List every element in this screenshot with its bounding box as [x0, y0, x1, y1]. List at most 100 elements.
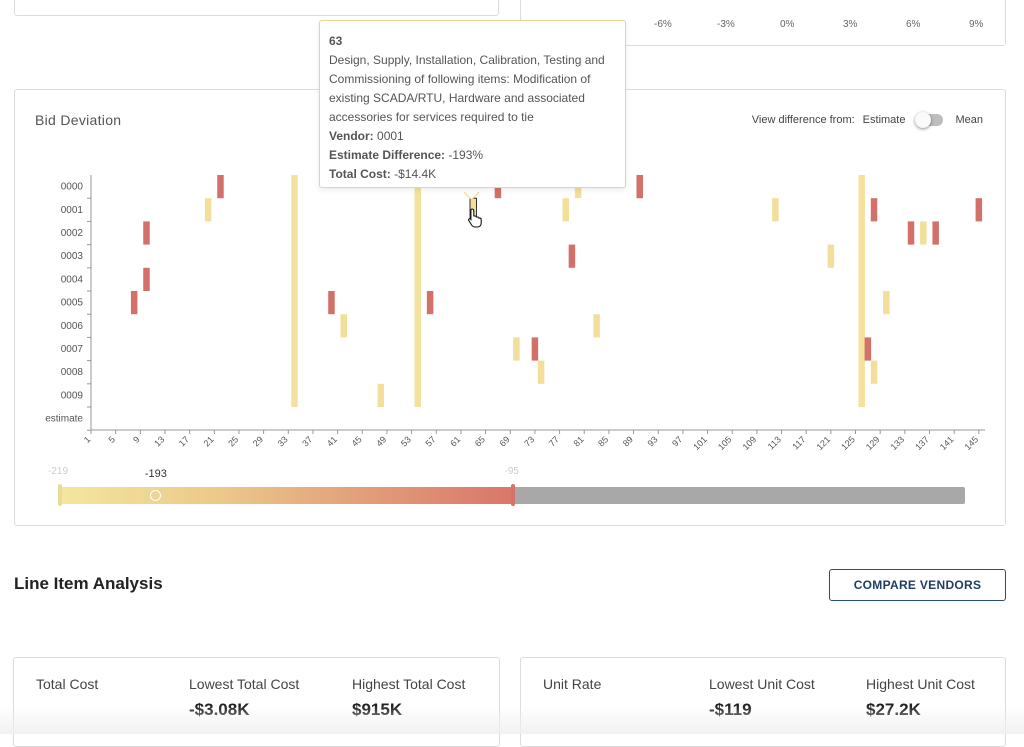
x-axis-label: 121 [815, 434, 833, 450]
y-axis-label: 0004 [61, 274, 84, 285]
x-axis-label: 117 [790, 434, 807, 450]
x-axis-label: 85 [596, 434, 610, 448]
tooltip-vendor-value: 0001 [377, 129, 404, 143]
highest-unit-cost-label: Highest Unit Cost [866, 676, 975, 692]
x-axis-label: 25 [226, 434, 240, 448]
top-axis-tick-label: 0% [780, 19, 795, 30]
y-axis-label: 0008 [61, 367, 84, 378]
x-axis-label: 113 [766, 434, 783, 450]
top-axis-tick-label: -6% [654, 19, 672, 30]
y-axis-label: 0007 [61, 344, 84, 355]
x-axis-label: 97 [670, 434, 684, 448]
lowest-total-cost-label: Lowest Total Cost [189, 676, 300, 692]
cell-tooltip: 63 Design, Supply, Installation, Calibra… [319, 20, 626, 188]
heatmap-cell[interactable] [217, 175, 224, 199]
heatmap-cell[interactable] [562, 198, 569, 222]
tooltip-total-value: -$14.4K [394, 167, 437, 181]
slider-range-fill[interactable] [60, 487, 513, 504]
x-axis-label: 45 [350, 434, 364, 448]
toggle-estimate-label[interactable]: Estimate [862, 114, 906, 126]
bottom-fade [0, 706, 1024, 734]
heatmap-cell[interactable] [593, 314, 600, 338]
bid-deviation-heatmap[interactable]: 0000 0001 0002 0003 0004 0005 0006 0007 0008 0009… [15, 90, 1007, 450]
y-axis-label: estimate [45, 414, 83, 425]
tooltip-vendor-label: Vendor: [329, 129, 374, 143]
tooltip-total-label: Total Cost: [329, 167, 391, 181]
slider-current-marker[interactable] [149, 490, 161, 501]
toggle-knob[interactable] [915, 112, 932, 128]
hand-cursor-icon [468, 208, 482, 228]
highest-total-cost-label: Highest Total Cost [352, 676, 466, 692]
estimate-mean-toggle[interactable] [915, 112, 944, 128]
x-axis-label: 145 [963, 434, 981, 450]
slider-max-handle[interactable] [510, 484, 515, 506]
top-left-card [14, 0, 499, 16]
heatmap-cell[interactable] [883, 291, 890, 315]
y-axis-label: 0002 [61, 228, 84, 239]
compare-vendors-button[interactable]: COMPARE VENDORS [829, 569, 1006, 601]
unit-rate-label: Unit Rate [543, 676, 602, 692]
toggle-mean-label[interactable]: Mean [955, 114, 983, 126]
deviation-range-slider[interactable]: -219 -95 -193 [48, 466, 965, 520]
heatmap-cell[interactable] [907, 221, 915, 245]
heatmap-cell[interactable] [870, 360, 878, 384]
heatmap-cell[interactable] [920, 221, 927, 245]
x-axis-label: 77 [547, 434, 561, 448]
total-cost-label: Total Cost [36, 676, 99, 692]
tooltip-description: Design, Supply, Installation, Calibratio… [329, 53, 605, 124]
heatmap-cell[interactable] [143, 221, 150, 245]
y-axis-label: 0005 [61, 298, 84, 309]
x-axis-label: 9 [131, 434, 142, 445]
x-axis-label: 109 [741, 434, 759, 450]
x-axis-label: 37 [300, 434, 314, 448]
heatmap-cell[interactable] [537, 360, 545, 384]
heatmap-cell[interactable] [636, 175, 643, 199]
heatmap-cell[interactable] [377, 383, 385, 407]
x-axis-label: 93 [645, 434, 659, 448]
slider-max-label: -95 [504, 466, 519, 477]
x-axis-label: 61 [448, 434, 462, 448]
heatmap-cell[interactable] [340, 314, 348, 338]
top-axis-tick-label: 6% [906, 19, 921, 30]
x-axis-label: 133 [889, 434, 907, 450]
tooltip-item-number: 63 [329, 34, 343, 48]
x-axis-label: 101 [691, 434, 709, 450]
x-axis-label: 137 [913, 434, 931, 450]
x-axis-label: 89 [621, 434, 635, 448]
top-axis-tick-label: 3% [843, 19, 858, 30]
slider-min-handle[interactable] [58, 484, 62, 506]
heatmap-cell[interactable] [513, 337, 520, 361]
heatmap-cell[interactable] [827, 244, 835, 268]
heatmap-cell[interactable] [864, 337, 872, 361]
heatmap-cell[interactable] [870, 198, 878, 222]
heatmap-cell[interactable] [328, 291, 335, 315]
view-difference-control: View difference from: Estimate Mean [751, 112, 983, 128]
x-axis-label: 29 [251, 434, 265, 448]
tooltip-estimate-value: -193% [448, 148, 484, 162]
heatmap-cell[interactable] [772, 198, 779, 222]
heatmap-column[interactable] [858, 175, 865, 407]
heatmap-cell[interactable] [143, 267, 150, 291]
heatmap-column[interactable] [414, 175, 422, 407]
x-axis-label: 49 [374, 434, 388, 448]
heatmap-cell[interactable] [531, 337, 539, 361]
heatmap-cell[interactable] [130, 291, 138, 315]
line-item-analysis-title: Line Item Analysis [14, 574, 163, 593]
heatmap-cell[interactable] [426, 291, 434, 315]
view-difference-label: View difference from: [751, 114, 855, 126]
x-axis-label: 81 [572, 434, 586, 448]
heatmap-cell[interactable] [932, 221, 939, 245]
slider-current-label: -193 [144, 468, 167, 480]
x-axis-label: 73 [522, 434, 536, 448]
tooltip-estimate-row: Estimate Difference: -193% [329, 146, 616, 165]
x-axis-label: 53 [399, 434, 413, 448]
x-axis-label: 5 [106, 434, 117, 445]
top-axis-tick-label: -3% [717, 19, 735, 30]
tooltip-total-row: Total Cost: -$14.4K [329, 165, 616, 184]
x-axis-label: 69 [498, 434, 512, 448]
heatmap-cell[interactable] [975, 198, 983, 222]
x-axis-label: 141 [938, 434, 956, 450]
heatmap-cell[interactable] [568, 244, 576, 268]
heatmap-column[interactable] [291, 175, 298, 407]
heatmap-cell[interactable] [204, 198, 212, 222]
